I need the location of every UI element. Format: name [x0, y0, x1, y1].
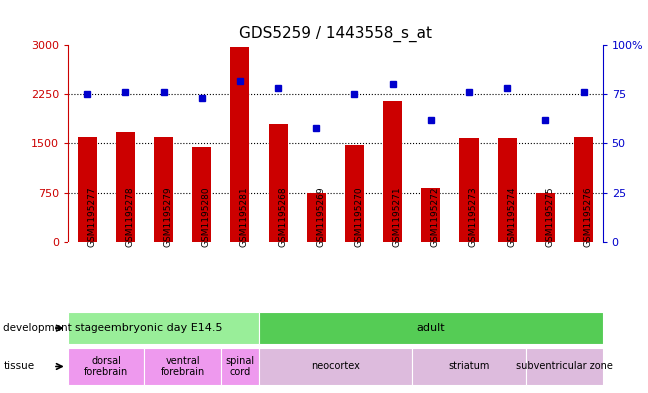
Text: development stage: development stage	[3, 323, 104, 333]
Bar	[78, 137, 97, 242]
Text: dorsal
forebrain: dorsal forebrain	[84, 356, 128, 377]
Bar	[221, 348, 259, 385]
Text: adult: adult	[417, 323, 445, 333]
Text: GSM1195281: GSM1195281	[240, 187, 249, 247]
Bar	[230, 47, 249, 242]
Text: GSM1195271: GSM1195271	[393, 187, 402, 247]
Bar	[411, 348, 526, 385]
Text: GSM1195273: GSM1195273	[469, 187, 478, 247]
Bar	[498, 138, 516, 242]
Bar	[268, 124, 288, 242]
Bar	[192, 147, 211, 242]
Text: subventricular zone: subventricular zone	[516, 362, 613, 371]
Text: GSM1195276: GSM1195276	[584, 187, 592, 247]
Text: GSM1195279: GSM1195279	[163, 187, 172, 247]
Text: GSM1195278: GSM1195278	[125, 187, 134, 247]
Text: GSM1195275: GSM1195275	[546, 187, 554, 247]
Bar	[68, 312, 259, 344]
Bar	[307, 193, 326, 242]
Bar	[145, 348, 221, 385]
Text: ventral
forebrain: ventral forebrain	[161, 356, 205, 377]
Text: GSM1195268: GSM1195268	[278, 187, 287, 247]
Bar	[116, 132, 135, 242]
Bar	[526, 348, 603, 385]
Text: neocortex: neocortex	[311, 362, 360, 371]
Text: striatum: striatum	[448, 362, 490, 371]
Bar	[459, 138, 478, 242]
Bar	[259, 348, 411, 385]
Bar	[383, 101, 402, 242]
Title: GDS5259 / 1443558_s_at: GDS5259 / 1443558_s_at	[239, 26, 432, 42]
Text: GSM1195272: GSM1195272	[431, 187, 440, 247]
Text: GSM1195270: GSM1195270	[354, 187, 364, 247]
Bar	[536, 193, 555, 242]
Text: embryonic day E14.5: embryonic day E14.5	[104, 323, 223, 333]
Bar	[421, 188, 441, 242]
Text: GSM1195274: GSM1195274	[507, 187, 516, 247]
Bar	[68, 348, 145, 385]
Text: GSM1195277: GSM1195277	[87, 187, 96, 247]
Bar	[574, 137, 593, 242]
Text: GSM1195280: GSM1195280	[202, 187, 211, 247]
Bar	[154, 137, 173, 242]
Bar	[345, 145, 364, 242]
Bar	[259, 312, 603, 344]
Text: spinal
cord: spinal cord	[226, 356, 255, 377]
Text: GSM1195269: GSM1195269	[316, 187, 325, 247]
Text: tissue: tissue	[3, 362, 34, 371]
